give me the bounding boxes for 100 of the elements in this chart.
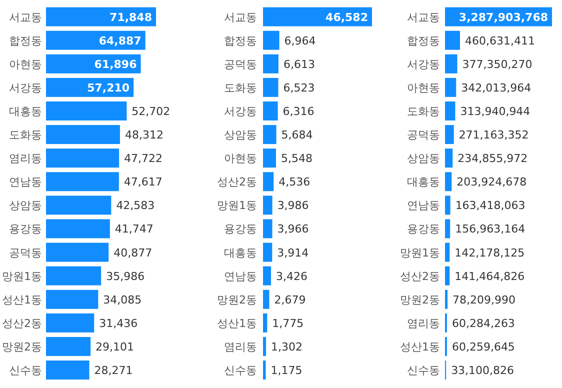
y-tick-label: 공덕동 xyxy=(407,128,440,142)
y-tick-label: 아현동 xyxy=(407,81,440,94)
data-label: 6,613 xyxy=(283,58,315,71)
data-label: 3,966 xyxy=(277,222,309,236)
data-label: 377,350,270 xyxy=(462,58,532,71)
y-tick-label: 서교동 xyxy=(224,10,257,24)
data-label: 156,963,164 xyxy=(455,222,526,236)
bar xyxy=(46,7,156,26)
data-label: 29,101 xyxy=(96,340,134,354)
bar xyxy=(46,266,102,286)
y-tick-label: 용강동 xyxy=(407,222,440,236)
data-label: 1,175 xyxy=(270,364,302,378)
data-label: 48,312 xyxy=(124,128,164,142)
data-label: 47,722 xyxy=(124,152,163,166)
bar xyxy=(263,30,280,50)
bar xyxy=(263,336,266,356)
data-label: 60,284,263 xyxy=(452,316,515,330)
bar xyxy=(46,172,119,192)
bar xyxy=(263,54,278,74)
y-tick-label: 성산1동 xyxy=(217,316,257,330)
y-tick-label: 상암동 xyxy=(224,128,257,142)
data-label: 203,924,678 xyxy=(456,176,527,189)
data-label: 5,548 xyxy=(280,152,312,166)
bar xyxy=(263,101,278,120)
data-label: 163,418,063 xyxy=(455,199,526,212)
y-tick-label: 서강동 xyxy=(224,104,257,118)
y-tick-label: 망원1동 xyxy=(2,270,42,283)
data-label: 6,316 xyxy=(282,104,314,118)
data-label: 31,436 xyxy=(99,316,138,330)
data-label: 234,855,972 xyxy=(458,152,528,166)
bar xyxy=(445,30,460,50)
bar xyxy=(46,313,94,332)
bar xyxy=(263,196,272,215)
y-tick-label: 망원2동 xyxy=(400,293,440,306)
y-tick-label: 연남동 xyxy=(407,199,440,212)
data-label: 5,684 xyxy=(281,128,313,142)
y-tick-label: 도화동 xyxy=(224,81,257,94)
data-label: 78,209,990 xyxy=(452,293,516,306)
bar xyxy=(445,172,452,192)
y-tick-label: 용강동 xyxy=(9,222,42,236)
bar xyxy=(46,290,98,309)
data-label: 60,259,645 xyxy=(452,340,515,354)
bar xyxy=(46,125,120,144)
bar xyxy=(263,148,276,168)
data-label: 33,100,826 xyxy=(451,364,514,378)
y-tick-label: 염리동 xyxy=(407,316,440,330)
bar xyxy=(46,196,112,215)
bar xyxy=(263,172,274,192)
y-tick-label: 대흥동 xyxy=(407,176,440,189)
data-label: 47,617 xyxy=(124,176,162,189)
y-tick-label: 신수동 xyxy=(9,364,42,378)
y-tick-label: 대흥동 xyxy=(9,104,42,118)
bar xyxy=(263,219,272,238)
y-tick-label: 망원1동 xyxy=(400,246,440,260)
y-tick-label: 망원2동 xyxy=(217,293,257,306)
y-tick-label: 망원1동 xyxy=(217,199,257,212)
y-tick-label: 신수동 xyxy=(407,364,440,378)
data-label: 52,702 xyxy=(132,104,170,118)
data-label: 35,986 xyxy=(106,270,145,283)
bar xyxy=(445,196,450,215)
y-tick-label: 공덕동 xyxy=(224,58,257,71)
data-label: 61,896 xyxy=(94,58,138,71)
y-tick-label: 연남동 xyxy=(224,270,257,283)
bar xyxy=(445,125,454,144)
bar xyxy=(445,219,450,238)
bar xyxy=(263,360,266,380)
data-label: 34,085 xyxy=(103,293,142,306)
y-tick-label: 합정동 xyxy=(9,34,42,48)
y-tick-label: 상암동 xyxy=(407,152,440,166)
bar xyxy=(445,78,456,97)
data-label: 4,536 xyxy=(278,176,310,189)
y-tick-label: 신수동 xyxy=(224,364,257,378)
bar xyxy=(46,360,90,380)
bar xyxy=(263,266,272,286)
y-tick-label: 서강동 xyxy=(9,81,42,94)
bar xyxy=(263,242,272,262)
y-tick-label: 합정동 xyxy=(407,34,440,48)
data-label: 1,302 xyxy=(271,340,303,354)
data-label: 64,887 xyxy=(98,34,142,48)
y-tick-label: 성산2동 xyxy=(217,176,257,189)
bar xyxy=(445,290,448,309)
y-tick-label: 성산1동 xyxy=(400,340,440,354)
data-label: 313,940,944 xyxy=(460,104,530,118)
data-label: 142,178,125 xyxy=(454,246,525,260)
data-label: 28,271 xyxy=(94,364,133,378)
y-tick-label: 도화동 xyxy=(9,128,42,142)
bar xyxy=(445,54,458,74)
y-tick-label: 성산2동 xyxy=(2,316,42,330)
y-tick-label: 용강동 xyxy=(224,222,257,236)
bar xyxy=(445,101,456,120)
data-label: 42,583 xyxy=(116,199,155,212)
y-tick-label: 도화동 xyxy=(407,104,440,118)
data-label: 57,210 xyxy=(87,81,130,94)
y-tick-label: 공덕동 xyxy=(9,246,42,260)
data-label: 6,964 xyxy=(284,34,316,48)
data-label: 41,747 xyxy=(114,222,154,236)
y-tick-label: 망원2동 xyxy=(2,340,42,354)
data-label: 3,426 xyxy=(276,270,308,283)
bar xyxy=(445,148,453,168)
y-tick-label: 상암동 xyxy=(9,199,42,212)
